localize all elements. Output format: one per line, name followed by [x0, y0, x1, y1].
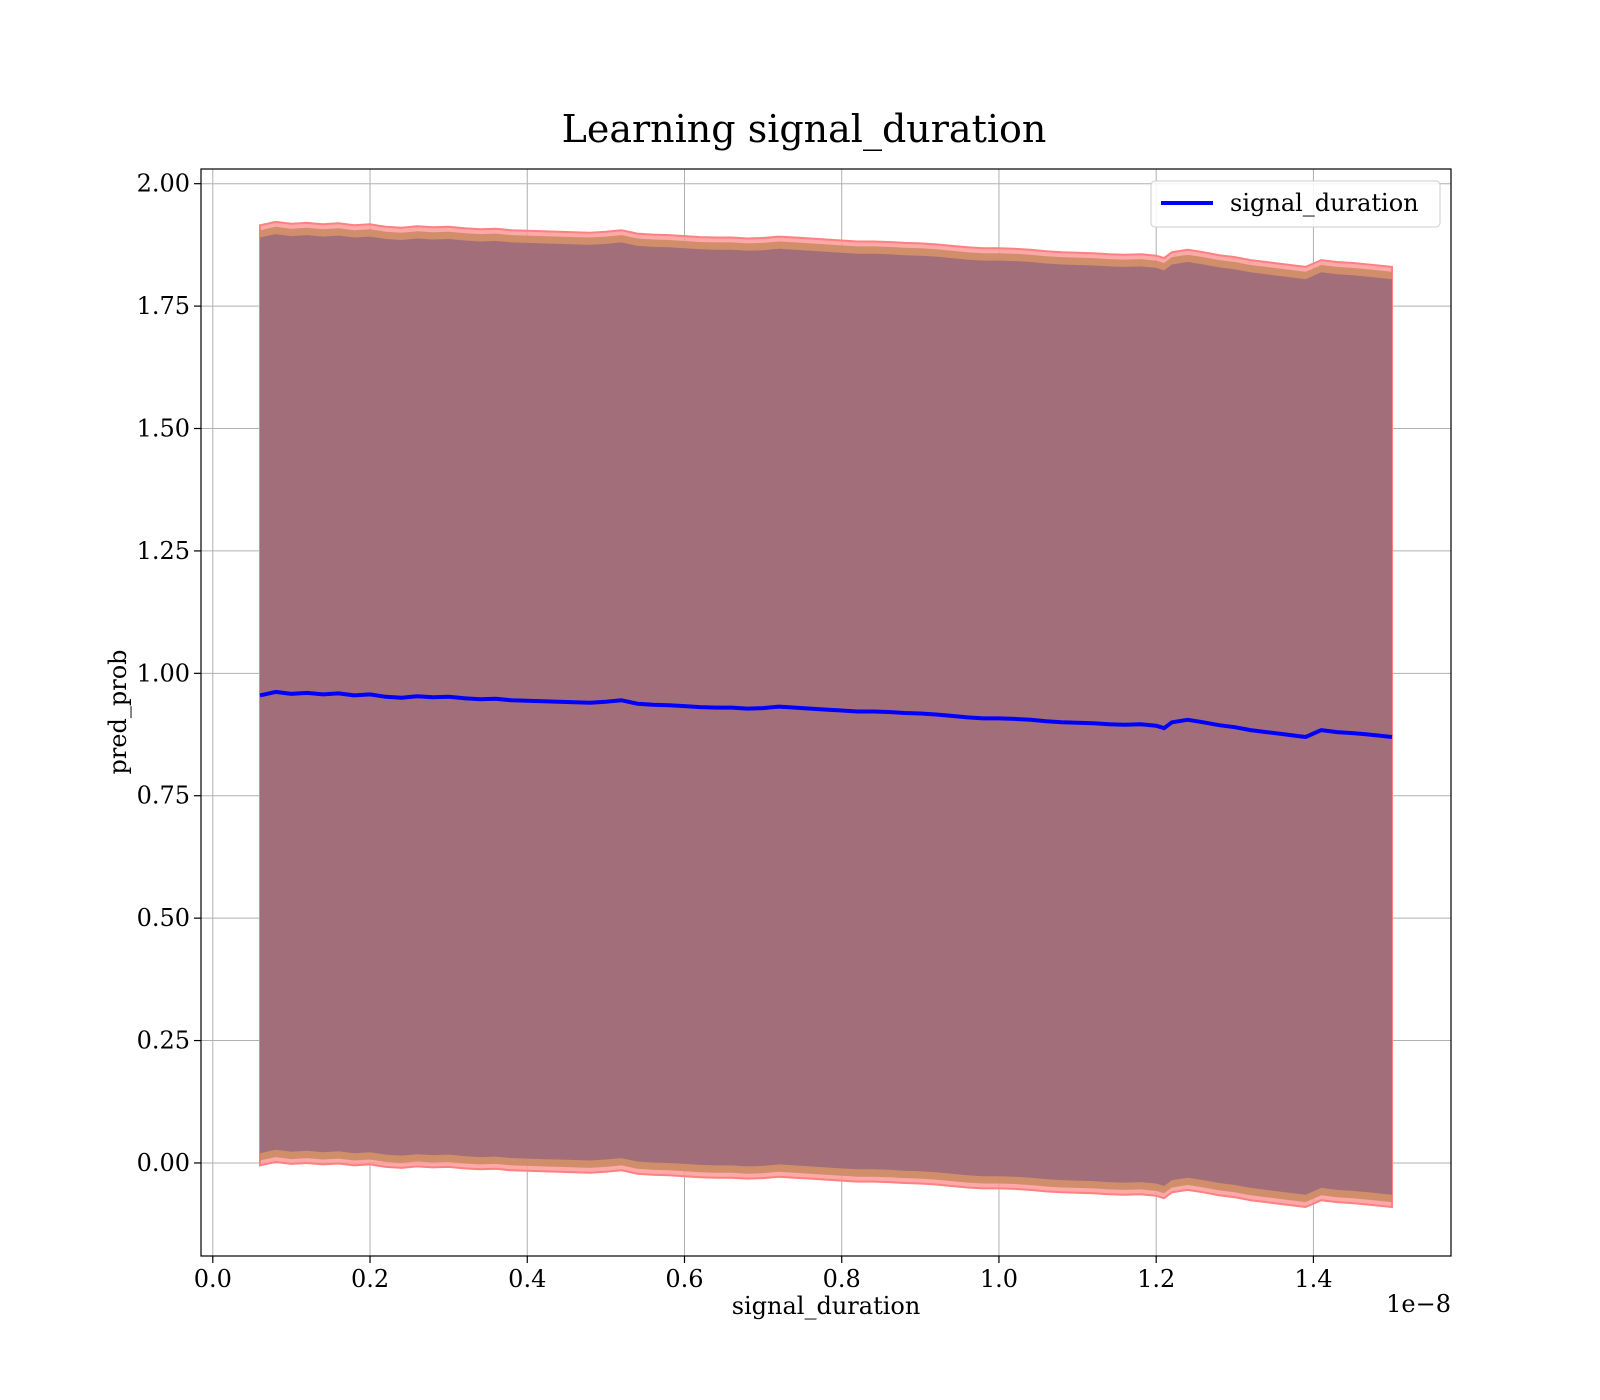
y-axis-ticks: 0.00 0.25 0.50 0.75 1.00 1.25 1.50 1.75 2.00: [137, 170, 201, 1177]
confidence-band-3: [260, 234, 1392, 1195]
x-tick-label: 1.2: [1137, 1265, 1175, 1293]
legend-box: [1150, 180, 1441, 228]
x-tick-label: 1.0: [980, 1265, 1018, 1293]
y-tick-label: 0.00: [137, 1149, 190, 1177]
x-tick-label: 0.2: [351, 1265, 389, 1293]
y-tick-label: 2.00: [137, 170, 190, 198]
y-tick-label: 1.00: [137, 659, 190, 687]
confidence-bands: [259, 220, 1393, 1209]
x-axis-ticks: 0.0 0.2 0.4 0.6 0.8 1.0 1.2 1.4: [194, 1256, 1333, 1293]
plot-area: [200, 168, 1452, 1257]
x-tick-label: 0.8: [823, 1265, 861, 1293]
y-tick-label: 0.75: [137, 782, 190, 810]
plot-frame: [200, 168, 1452, 1257]
x-tick-label: 1.4: [1294, 1265, 1332, 1293]
y-tick-label: 0.25: [137, 1027, 190, 1055]
x-tick-label: 0.6: [665, 1265, 703, 1293]
y-tick-label: 1.25: [137, 537, 190, 565]
series-lines: [259, 689, 1393, 739]
legend: signal_duration: [1150, 180, 1441, 228]
y-tick-label: 0.50: [137, 904, 190, 932]
y-tick-label: 1.50: [137, 415, 190, 443]
legend-label-signal-duration: signal_duration: [1230, 189, 1419, 217]
x-axis-label: signal_duration: [732, 1292, 921, 1320]
chart-title: Learning signal_duration: [562, 107, 1047, 152]
x-tick-label: 0.4: [508, 1265, 546, 1293]
x-tick-label: 0.0: [194, 1265, 232, 1293]
y-axis-label: pred_prob: [104, 649, 132, 774]
series-line-signal-duration: [259, 689, 1393, 739]
y-tick-label: 1.75: [137, 292, 190, 320]
x-axis-scale-label: 1e−8: [1386, 1290, 1451, 1318]
